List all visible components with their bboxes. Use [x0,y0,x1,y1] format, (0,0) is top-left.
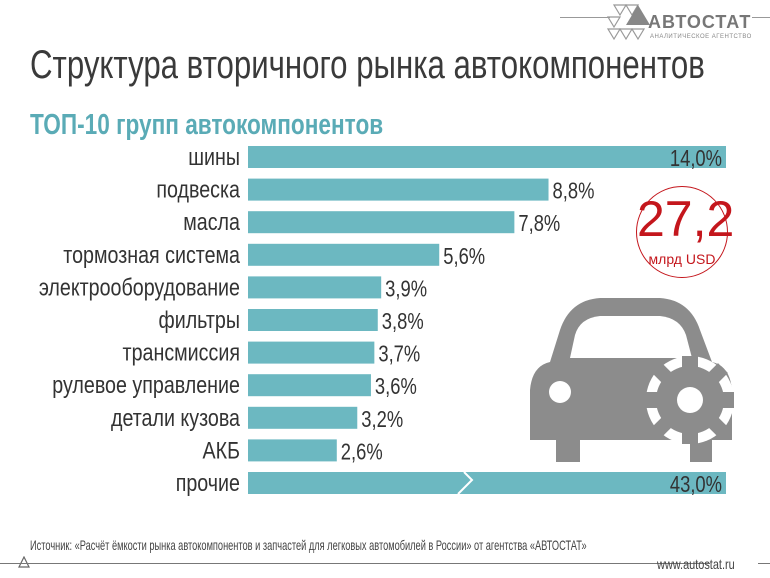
total-unit: млрд USD [648,251,716,267]
value-label: 3,8% [382,309,424,334]
total-market-badge: 27,2 млрд USD [636,186,735,278]
value-label: 3,2% [361,407,403,432]
value-label: 3,9% [385,277,427,302]
bar [248,309,378,331]
footer-divider [758,563,770,564]
bar [248,439,337,462]
category-label: детали кузова [111,404,241,431]
category-label: тормозная система [63,241,240,268]
bar [248,178,549,201]
axis-break-mark [457,471,474,495]
autostat-triangle-icon [18,556,30,568]
value-label: 3,7% [378,342,420,367]
bar [248,406,358,429]
category-label: масла [183,208,240,235]
bar [248,472,726,494]
source-note: Источник: «Расчёт ёмкости рынка автокомп… [30,537,587,553]
value-label: 3,6% [375,374,417,399]
category-label: АКБ [203,437,240,464]
chart-subtitle: ТОП-10 групп автокомпонентов [30,109,384,141]
header-divider [560,17,610,18]
total-value: 27,2 [637,191,735,247]
bar [248,243,440,266]
autostat-logo-icon [606,4,650,41]
category-label: рулевое управление [52,371,240,398]
car-gear-icon [530,298,734,462]
category-label: прочие [176,469,240,496]
brand-tagline: АНАЛИТИЧЕСКОЕ АГЕНТСТВО [650,34,752,40]
page-title: Структура вторичного рынка автокомпонент… [30,43,705,87]
category-label: шины [188,143,240,170]
category-label: электрооборудование [39,274,240,301]
value-label: 2,6% [341,440,383,465]
bar [248,341,375,364]
value-label: 14,0% [670,146,722,171]
category-label: трансмиссия [123,339,240,366]
bar [248,146,726,168]
category-label: фильтры [159,306,240,333]
header-divider [752,17,770,18]
value-label: 8,8% [553,179,595,204]
bar [248,374,371,397]
website-link[interactable]: www.autostat.ru [657,556,735,572]
value-label: 7,8% [518,211,560,236]
brand-name: АВТОСТАТ [648,12,752,32]
bar [248,211,515,234]
bar [248,276,382,299]
category-label: подвеска [156,176,240,203]
value-label: 43,0% [670,472,722,497]
footer-divider [0,563,710,564]
value-label: 5,6% [443,244,485,269]
